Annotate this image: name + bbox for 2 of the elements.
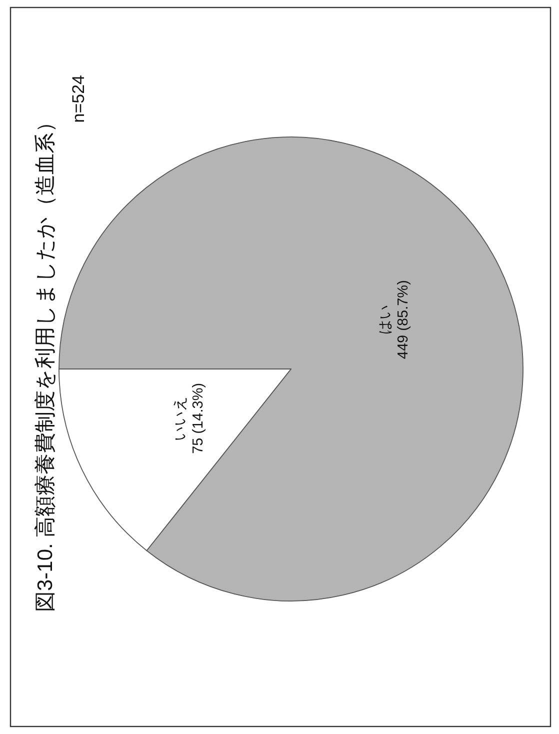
title: 図3-10. 高額療養費制度を利用しましたか（造血系） bbox=[34, 111, 57, 612]
annotation: n=524 bbox=[69, 75, 88, 123]
